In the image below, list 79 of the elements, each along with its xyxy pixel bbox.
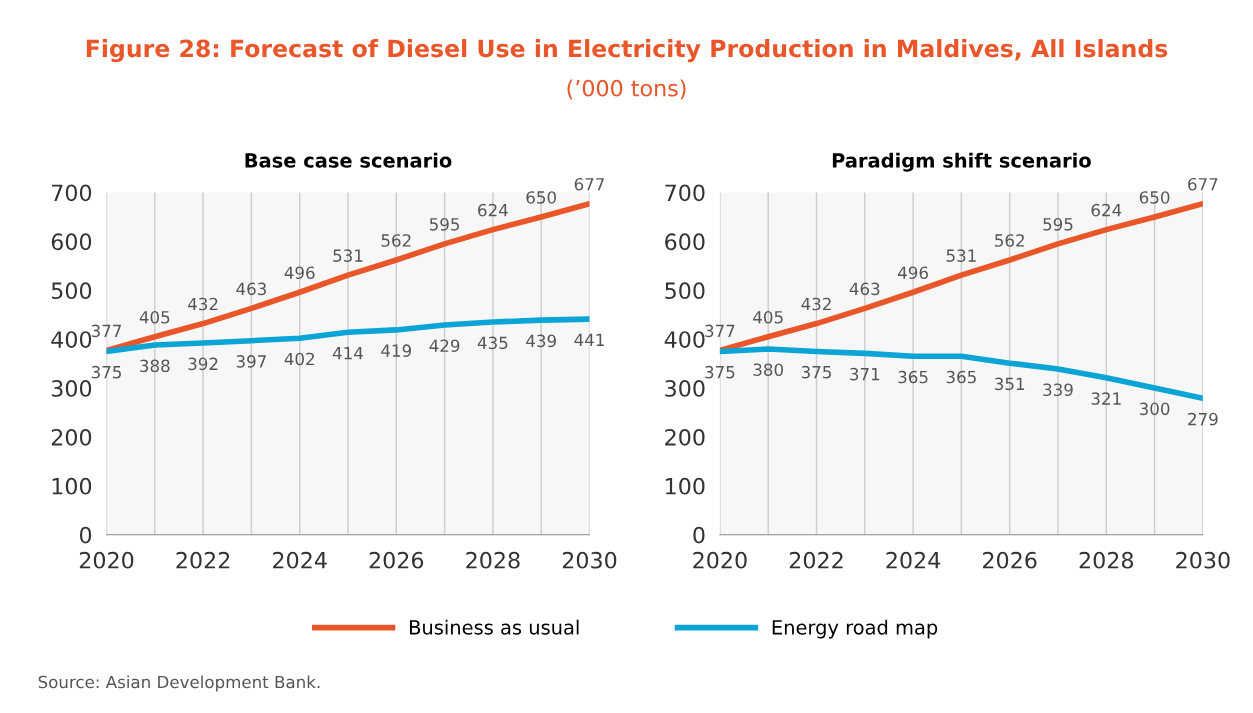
y-tick-label: 300 <box>665 380 705 397</box>
y-tick-label: 700 <box>665 184 705 202</box>
y-tick-label: 0 <box>79 526 92 544</box>
data-label: 435 <box>477 336 508 350</box>
x-tick-label: 2024 <box>273 551 327 569</box>
data-label: 595 <box>1043 218 1073 231</box>
y-tick-label: 100 <box>666 477 705 495</box>
data-label: 371 <box>850 367 880 381</box>
data-label: 432 <box>801 297 831 311</box>
data-label: 375 <box>91 365 121 379</box>
data-label: 463 <box>236 282 266 296</box>
data-label: 562 <box>995 234 1024 247</box>
data-label: 496 <box>284 266 315 280</box>
source-note: Source: Asian Development Bank. <box>38 675 320 692</box>
data-label: 650 <box>1139 191 1170 204</box>
data-label: 562 <box>381 234 411 247</box>
caption: Figure 28: Forecast of Diesel Use in Electricity Production in Maldives, All Islands <box>86 39 1168 63</box>
x-tick-label: 2022 <box>176 551 230 569</box>
data-label: 279 <box>1188 412 1218 426</box>
x-tick-label: 2020 <box>693 551 747 569</box>
data-label: 321 <box>1091 392 1121 405</box>
data-label: 405 <box>139 310 170 324</box>
x-tick-label: 2030 <box>562 551 617 569</box>
data-label: 397 <box>236 355 266 368</box>
y-tick-label: 100 <box>52 477 92 495</box>
chart-title: Base case scenario <box>245 152 452 168</box>
text: (’000 tons) <box>567 79 686 100</box>
data-label: 377 <box>91 324 121 338</box>
x-tick-label: 2022 <box>789 551 843 569</box>
y-tick-label: 600 <box>51 233 92 251</box>
data-label: 380 <box>753 363 783 377</box>
data-label: 595 <box>429 218 460 231</box>
data-label: 392 <box>188 357 218 371</box>
chart-title: Paradigm shift scenario <box>832 152 1091 172</box>
y-tick-label: 400 <box>664 331 705 348</box>
y-tick-label: 500 <box>665 282 705 300</box>
data-label: 365 <box>946 370 976 384</box>
data-label: 351 <box>995 377 1025 391</box>
data-label: 439 <box>526 334 556 348</box>
data-label: 432 <box>188 297 218 311</box>
legend-label: Energy road map <box>772 619 938 639</box>
data-label: 377 <box>705 324 735 338</box>
data-label: 441 <box>574 333 604 346</box>
legend-label: Business as usual <box>410 619 579 635</box>
data-label: 414 <box>332 347 363 360</box>
data-label: 419 <box>381 344 412 357</box>
x-tick-label: 2028 <box>1079 551 1134 569</box>
data-label: 677 <box>1188 177 1218 191</box>
data-label: 677 <box>574 177 604 191</box>
data-label: 531 <box>946 249 976 262</box>
data-label: 402 <box>284 352 314 366</box>
data-label: 531 <box>333 249 363 262</box>
data-label: 365 <box>898 370 928 384</box>
data-label: 624 <box>478 203 508 217</box>
data-label: 463 <box>849 282 880 296</box>
x-tick-label: 2030 <box>1176 551 1230 569</box>
data-label: 650 <box>526 191 556 204</box>
data-label: 624 <box>1091 203 1122 217</box>
y-tick-label: 0 <box>693 526 705 544</box>
y-tick-label: 700 <box>52 184 92 202</box>
y-tick-label: 300 <box>51 380 92 397</box>
data-label: 388 <box>140 359 170 373</box>
y-tick-label: 200 <box>51 428 92 446</box>
data-label: 375 <box>801 365 831 379</box>
x-tick-label: 2026 <box>369 551 424 569</box>
data-label: 339 <box>1043 383 1073 397</box>
x-tick-label: 2024 <box>886 551 941 569</box>
data-label: 405 <box>753 310 783 324</box>
data-label: 496 <box>898 266 928 280</box>
data-label: 300 <box>1139 402 1170 416</box>
y-tick-label: 400 <box>51 331 92 348</box>
x-tick-label: 2028 <box>466 551 520 569</box>
x-tick-label: 2026 <box>983 551 1037 569</box>
y-tick-label: 500 <box>51 282 92 300</box>
data-label: 429 <box>429 339 460 353</box>
data-label: 375 <box>705 365 735 379</box>
y-tick-label: 200 <box>665 428 705 446</box>
y-tick-label: 600 <box>665 233 705 251</box>
x-tick-label: 2020 <box>79 551 134 569</box>
